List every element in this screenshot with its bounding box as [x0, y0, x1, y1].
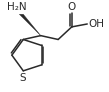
Text: O: O: [68, 2, 76, 12]
Text: OH: OH: [88, 19, 104, 29]
Text: S: S: [19, 73, 26, 83]
Polygon shape: [19, 14, 41, 36]
Text: H₂N: H₂N: [7, 2, 26, 12]
